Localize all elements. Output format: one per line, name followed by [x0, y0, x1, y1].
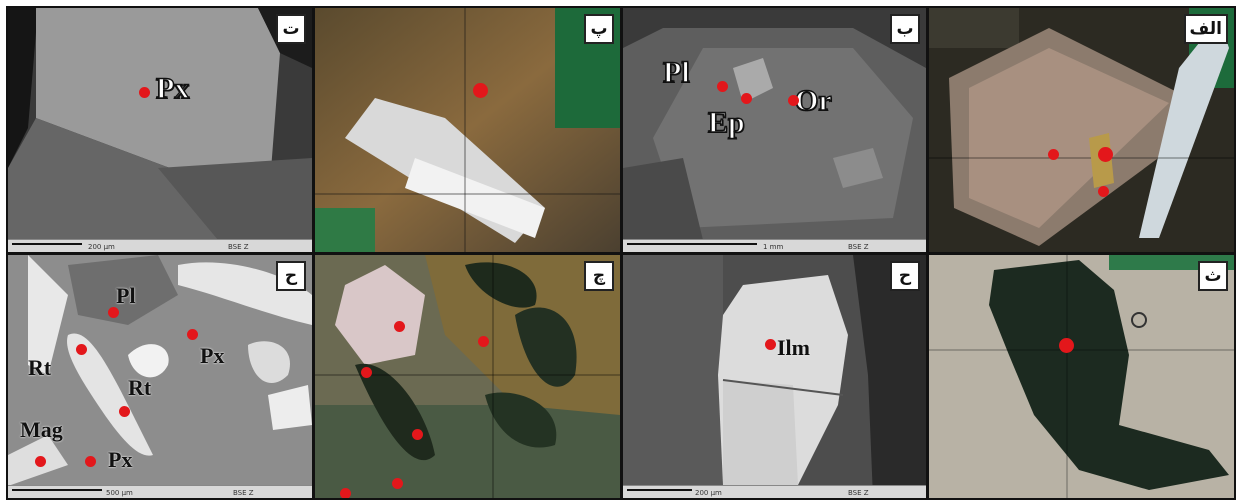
analysis-point: [361, 367, 372, 378]
mineral-label-mag: Mag: [20, 417, 63, 442]
panel-alef: الف: [929, 8, 1234, 252]
mineral-label-px: Px: [108, 447, 133, 472]
panel-ch: چ: [315, 255, 620, 498]
analysis-point: [394, 321, 405, 332]
analysis-point: [1059, 338, 1074, 353]
mineral-label-pl: Pl: [662, 56, 690, 89]
detector-text: BSE Z: [848, 243, 869, 251]
panel-tag-j: ح: [890, 261, 920, 291]
panel-t: Px ت 200 µm BSE Z: [8, 8, 312, 252]
scale-bar: [12, 243, 82, 245]
bse-image-px: [8, 8, 312, 252]
panel-h: Pl Px Rt Rt Mag Px ح 500 µm BSE Z: [8, 255, 312, 498]
bse-image-b: [623, 8, 926, 252]
analysis-point: [1098, 147, 1113, 162]
analysis-point: [412, 429, 423, 440]
bse-image-ilm: [623, 255, 926, 498]
sem-info-bar: 500 µm BSE Z: [8, 485, 312, 498]
sem-info-bar: 200 µm BSE Z: [8, 239, 312, 252]
analysis-point: [35, 456, 46, 467]
panel-tag-th: ث: [1198, 261, 1228, 291]
panel-tag-h: ح: [276, 261, 306, 291]
analysis-point: [1048, 149, 1059, 160]
analysis-point: [340, 488, 351, 498]
mineral-label-ilm: Ilm: [777, 335, 810, 360]
scale-text: 200 µm: [695, 489, 722, 497]
analysis-point: [119, 406, 130, 417]
sem-info-bar: 1 mm BSE Z: [623, 239, 926, 252]
detector-text: BSE Z: [848, 489, 869, 497]
panel-b: Pl Ep Or ب 1 mm BSE Z: [623, 8, 926, 252]
analysis-point: [392, 478, 403, 489]
mineral-label-or: Or: [794, 84, 832, 117]
bse-image-h: [8, 255, 312, 498]
optical-image-p: [315, 8, 620, 252]
analysis-point: [788, 95, 799, 106]
analysis-point: [76, 344, 87, 355]
mineral-label-rt: Rt: [128, 375, 152, 400]
scale-bar: [627, 489, 692, 491]
panel-tag-b: ب: [890, 14, 920, 44]
optical-image-th: [929, 255, 1234, 498]
analysis-point: [741, 93, 752, 104]
detector-text: BSE Z: [228, 243, 249, 251]
panel-tag-t: ت: [276, 14, 306, 44]
sem-info-bar: 200 µm BSE Z: [623, 485, 926, 498]
panel-p: پ: [315, 8, 620, 252]
scale-text: 200 µm: [88, 243, 115, 251]
analysis-point: [1098, 186, 1109, 197]
analysis-point: [139, 87, 150, 98]
micrograph-figure: Px ت 200 µm BSE Z پ: [6, 6, 1236, 500]
analysis-point: [187, 329, 198, 340]
analysis-point: [717, 81, 728, 92]
detector-text: BSE Z: [233, 489, 254, 497]
panel-th: ث: [929, 255, 1234, 498]
mineral-label-px: Px: [155, 72, 190, 105]
analysis-point: [765, 339, 776, 350]
mineral-label-ep: Ep: [707, 106, 745, 139]
analysis-point: [473, 83, 488, 98]
mineral-label-pl: Pl: [116, 283, 136, 308]
optical-image-alef: [929, 8, 1234, 252]
scale-bar: [12, 489, 102, 491]
analysis-point: [478, 336, 489, 347]
panel-tag-p: پ: [584, 14, 614, 44]
panel-tag-alef: الف: [1183, 14, 1228, 44]
panel-j: Ilm ح 200 µm BSE Z: [623, 255, 926, 498]
scale-bar: [627, 243, 757, 245]
analysis-point: [108, 307, 119, 318]
panel-tag-ch: چ: [584, 261, 614, 291]
mineral-label-px: Px: [200, 343, 225, 368]
analysis-point: [85, 456, 96, 467]
mineral-label-rt: Rt: [28, 355, 52, 380]
scale-text: 500 µm: [106, 489, 133, 497]
optical-image-ch: [315, 255, 620, 498]
scale-text: 1 mm: [763, 243, 784, 251]
